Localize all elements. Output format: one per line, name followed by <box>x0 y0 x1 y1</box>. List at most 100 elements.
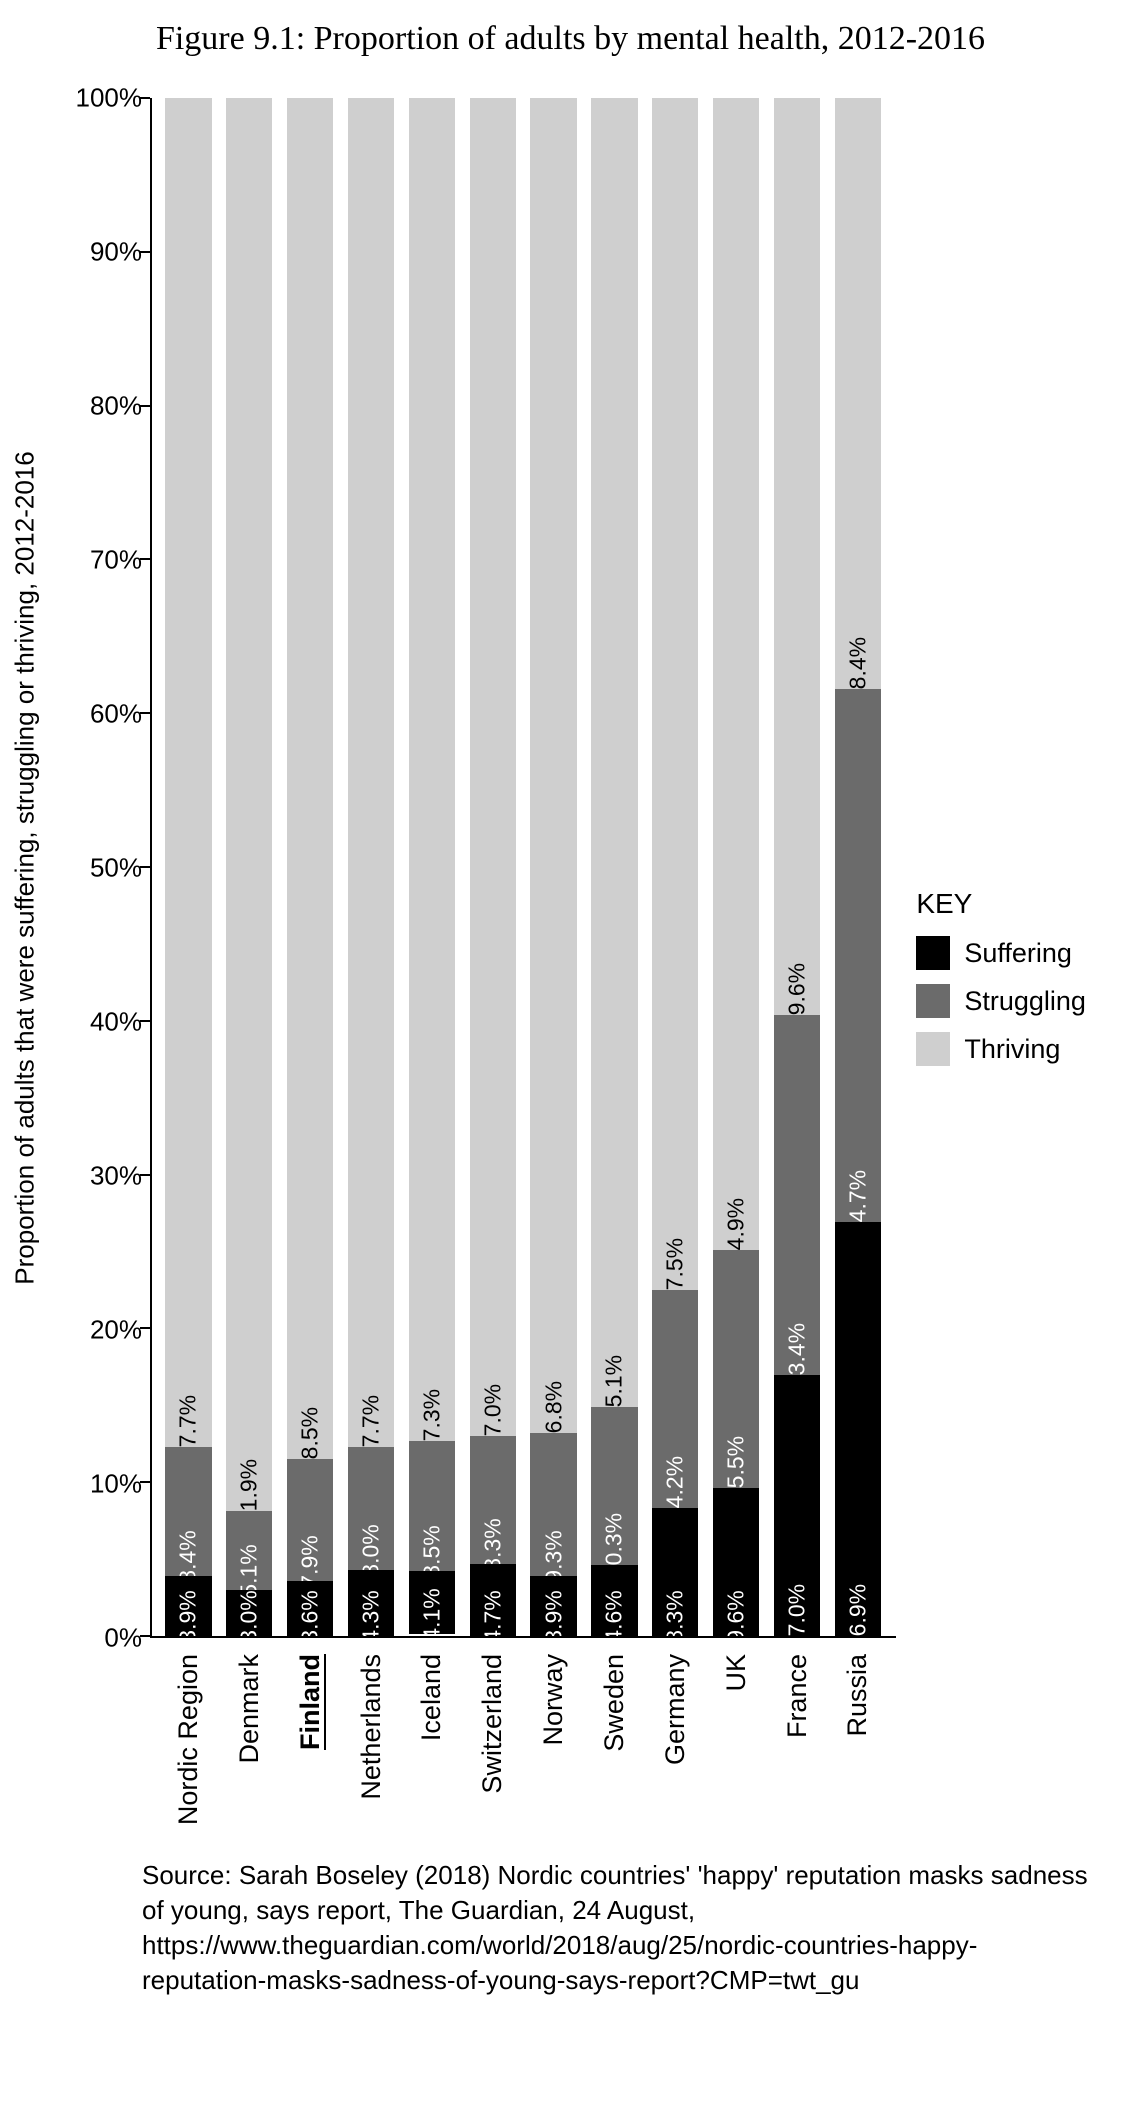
x-category-label: Netherlands <box>356 1654 387 1800</box>
bar-segment-label: 8.0% <box>358 1524 385 1570</box>
bar-segment-label: 3.9% <box>175 1590 202 1636</box>
bar-segment-thriving: 85.1% <box>591 98 637 1407</box>
source-text: Source: Sarah Boseley (2018) Nordic coun… <box>30 1858 1111 1998</box>
bar-segment-suffering: 8.3% <box>652 1508 698 1636</box>
y-tick-mark <box>140 1635 150 1637</box>
figure-title: Figure 9.1: Proportion of adults by ment… <box>30 20 1111 58</box>
bar-segment-struggling: 9.3% <box>530 1433 576 1576</box>
bar-segment-suffering: 3.9% <box>165 1576 211 1636</box>
bar-segment-struggling: 8.0% <box>348 1447 394 1570</box>
bar-segment-label: 77.5% <box>662 1238 689 1290</box>
bar: 38.4%34.7%26.9% <box>835 98 881 1636</box>
bar-segment-struggling: 14.2% <box>652 1290 698 1508</box>
bar: 87.7% 8.4% 3.9% <box>165 98 211 1636</box>
y-tick-label: 20% <box>90 1315 142 1346</box>
y-tick-label: 40% <box>90 1007 142 1038</box>
y-tick-mark <box>140 97 150 99</box>
bar-segment-label: 87.0% <box>479 1384 506 1436</box>
legend-swatch <box>916 1032 950 1066</box>
y-tick-mark <box>140 405 150 407</box>
bar-slot: 87.0%8.3%4.7% <box>462 98 523 1636</box>
y-tick-mark <box>140 866 150 868</box>
y-axis-label-col: Proportion of adults that were suffering… <box>30 98 70 1638</box>
x-label-slot: France <box>767 1638 828 1858</box>
legend-swatch <box>916 936 950 970</box>
bar-segment-thriving: 77.5% <box>652 98 698 1290</box>
bars-row: 87.7%8.4%3.9%91.9%5.1%3.0%88.5%7.9%3.6%8… <box>150 98 896 1636</box>
y-ticks: 0%10%20%30%40%50%60%70%80%90%100% <box>70 98 150 1638</box>
x-label-slot: Sweden <box>584 1638 645 1858</box>
bar-segment-label: 38.4% <box>844 636 871 688</box>
y-tick-label: 90% <box>90 237 142 268</box>
bar-segment-label: 87.7% <box>175 1395 202 1447</box>
bar: 87.7% 8.0% 4.3% <box>348 98 394 1636</box>
x-category-label: Finland <box>295 1654 326 1750</box>
x-category-label: Nordic Region <box>173 1654 204 1825</box>
bar-segment-label: 23.4% <box>784 1322 811 1374</box>
x-category-label: France <box>782 1654 813 1738</box>
chart: Proportion of adults that were suffering… <box>30 98 896 1858</box>
y-tick-label: 100% <box>76 83 143 114</box>
y-tick-label: 70% <box>90 545 142 576</box>
bar-segment-label: 26.9% <box>844 1584 871 1636</box>
x-label-slot: Russia <box>827 1638 888 1858</box>
legend-item: Suffering <box>916 936 1111 970</box>
x-label-slot: Finland <box>280 1638 341 1858</box>
bar-segment-suffering: 4.6% <box>591 1565 637 1636</box>
figure-row: Proportion of adults that were suffering… <box>30 98 1111 1858</box>
bar: 74.9%15.5%9.6% <box>713 98 759 1636</box>
legend-label: Struggling <box>964 986 1086 1017</box>
bar-segment-thriving: 87.7% <box>348 98 394 1447</box>
bar: 77.5%14.2%8.3% <box>652 98 698 1636</box>
bar-segment-label: 59.6% <box>784 963 811 1015</box>
bar-segment-thriving: 91.9% <box>226 98 272 1511</box>
bar-slot: 87.7% 8.4% 3.9% <box>158 98 219 1636</box>
y-tick-label: 60% <box>90 699 142 730</box>
bar: 88.5%7.9%3.6% <box>287 98 333 1636</box>
bar-segment-suffering: 4.3% <box>348 1570 394 1636</box>
bar-segment-suffering: 3.9% <box>530 1576 576 1636</box>
x-label-slot: Denmark <box>219 1638 280 1858</box>
bar-segment-struggling: 10.3% <box>591 1407 637 1565</box>
y-tick-label: 0% <box>104 1623 142 1654</box>
legend-item: Thriving <box>916 1032 1111 1066</box>
legend-label: Thriving <box>964 1034 1060 1065</box>
x-category-label: UK <box>721 1654 752 1692</box>
bar-slot: 59.6%23.4%17.0% <box>767 98 828 1636</box>
x-category-label: Germany <box>660 1654 691 1765</box>
bar-segment-label: 5.1% <box>236 1544 263 1590</box>
bar-segment-thriving: 74.9% <box>713 98 759 1250</box>
bar-segment-label: 8.5% <box>418 1526 445 1572</box>
bar-segment-suffering: 26.9% <box>835 1222 881 1636</box>
bar-segment-label: 87.7% <box>358 1395 385 1447</box>
y-axis-label: Proportion of adults that were suffering… <box>10 451 41 1284</box>
y-tick-mark <box>140 1020 150 1022</box>
bar-segment-suffering: 4.1% <box>409 1571 455 1634</box>
plot-area: 87.7%8.4%3.9%91.9%5.1%3.0%88.5%7.9%3.6%8… <box>150 98 896 1638</box>
bar-segment-label: 4.3% <box>358 1590 385 1636</box>
x-labels-row: Nordic RegionDenmarkFinlandNetherlandsIc… <box>30 1638 896 1858</box>
bar-segment-label: 88.5% <box>297 1407 324 1459</box>
bar-slot: 86.8%9.3%3.9% <box>523 98 584 1636</box>
bar-segment-struggling: 23.4% <box>774 1015 820 1375</box>
bar-segment-thriving: 59.6% <box>774 98 820 1015</box>
bar-segment-thriving: 38.4% <box>835 98 881 689</box>
bar-segment-struggling: 8.4% <box>165 1447 211 1576</box>
bar-segment-label: 87.3% <box>418 1389 445 1441</box>
legend-swatch <box>916 984 950 1018</box>
bar-segment-struggling: 8.3% <box>470 1436 516 1564</box>
bar-slot: 77.5%14.2%8.3% <box>645 98 706 1636</box>
bar-slot: 87.7% 8.0% 4.3% <box>341 98 402 1636</box>
bar-slot: 85.1%10.3%4.6% <box>584 98 645 1636</box>
y-tick-label: 80% <box>90 391 142 422</box>
x-label-slot: Netherlands <box>341 1638 402 1858</box>
bar-slot: 88.5%7.9%3.6% <box>280 98 341 1636</box>
bar: 87.3% 8.5%4.1% <box>409 98 455 1636</box>
legend: KEY SufferingStrugglingThriving <box>896 98 1111 1080</box>
bar-slot: 91.9%5.1%3.0% <box>219 98 280 1636</box>
bar-segment-label: 9.3% <box>540 1530 567 1576</box>
x-category-label: Denmark <box>234 1654 265 1764</box>
bar-segment-thriving: 87.0% <box>470 98 516 1436</box>
bar-segment-label: 8.4% <box>175 1530 202 1576</box>
y-tick-mark <box>140 1174 150 1176</box>
